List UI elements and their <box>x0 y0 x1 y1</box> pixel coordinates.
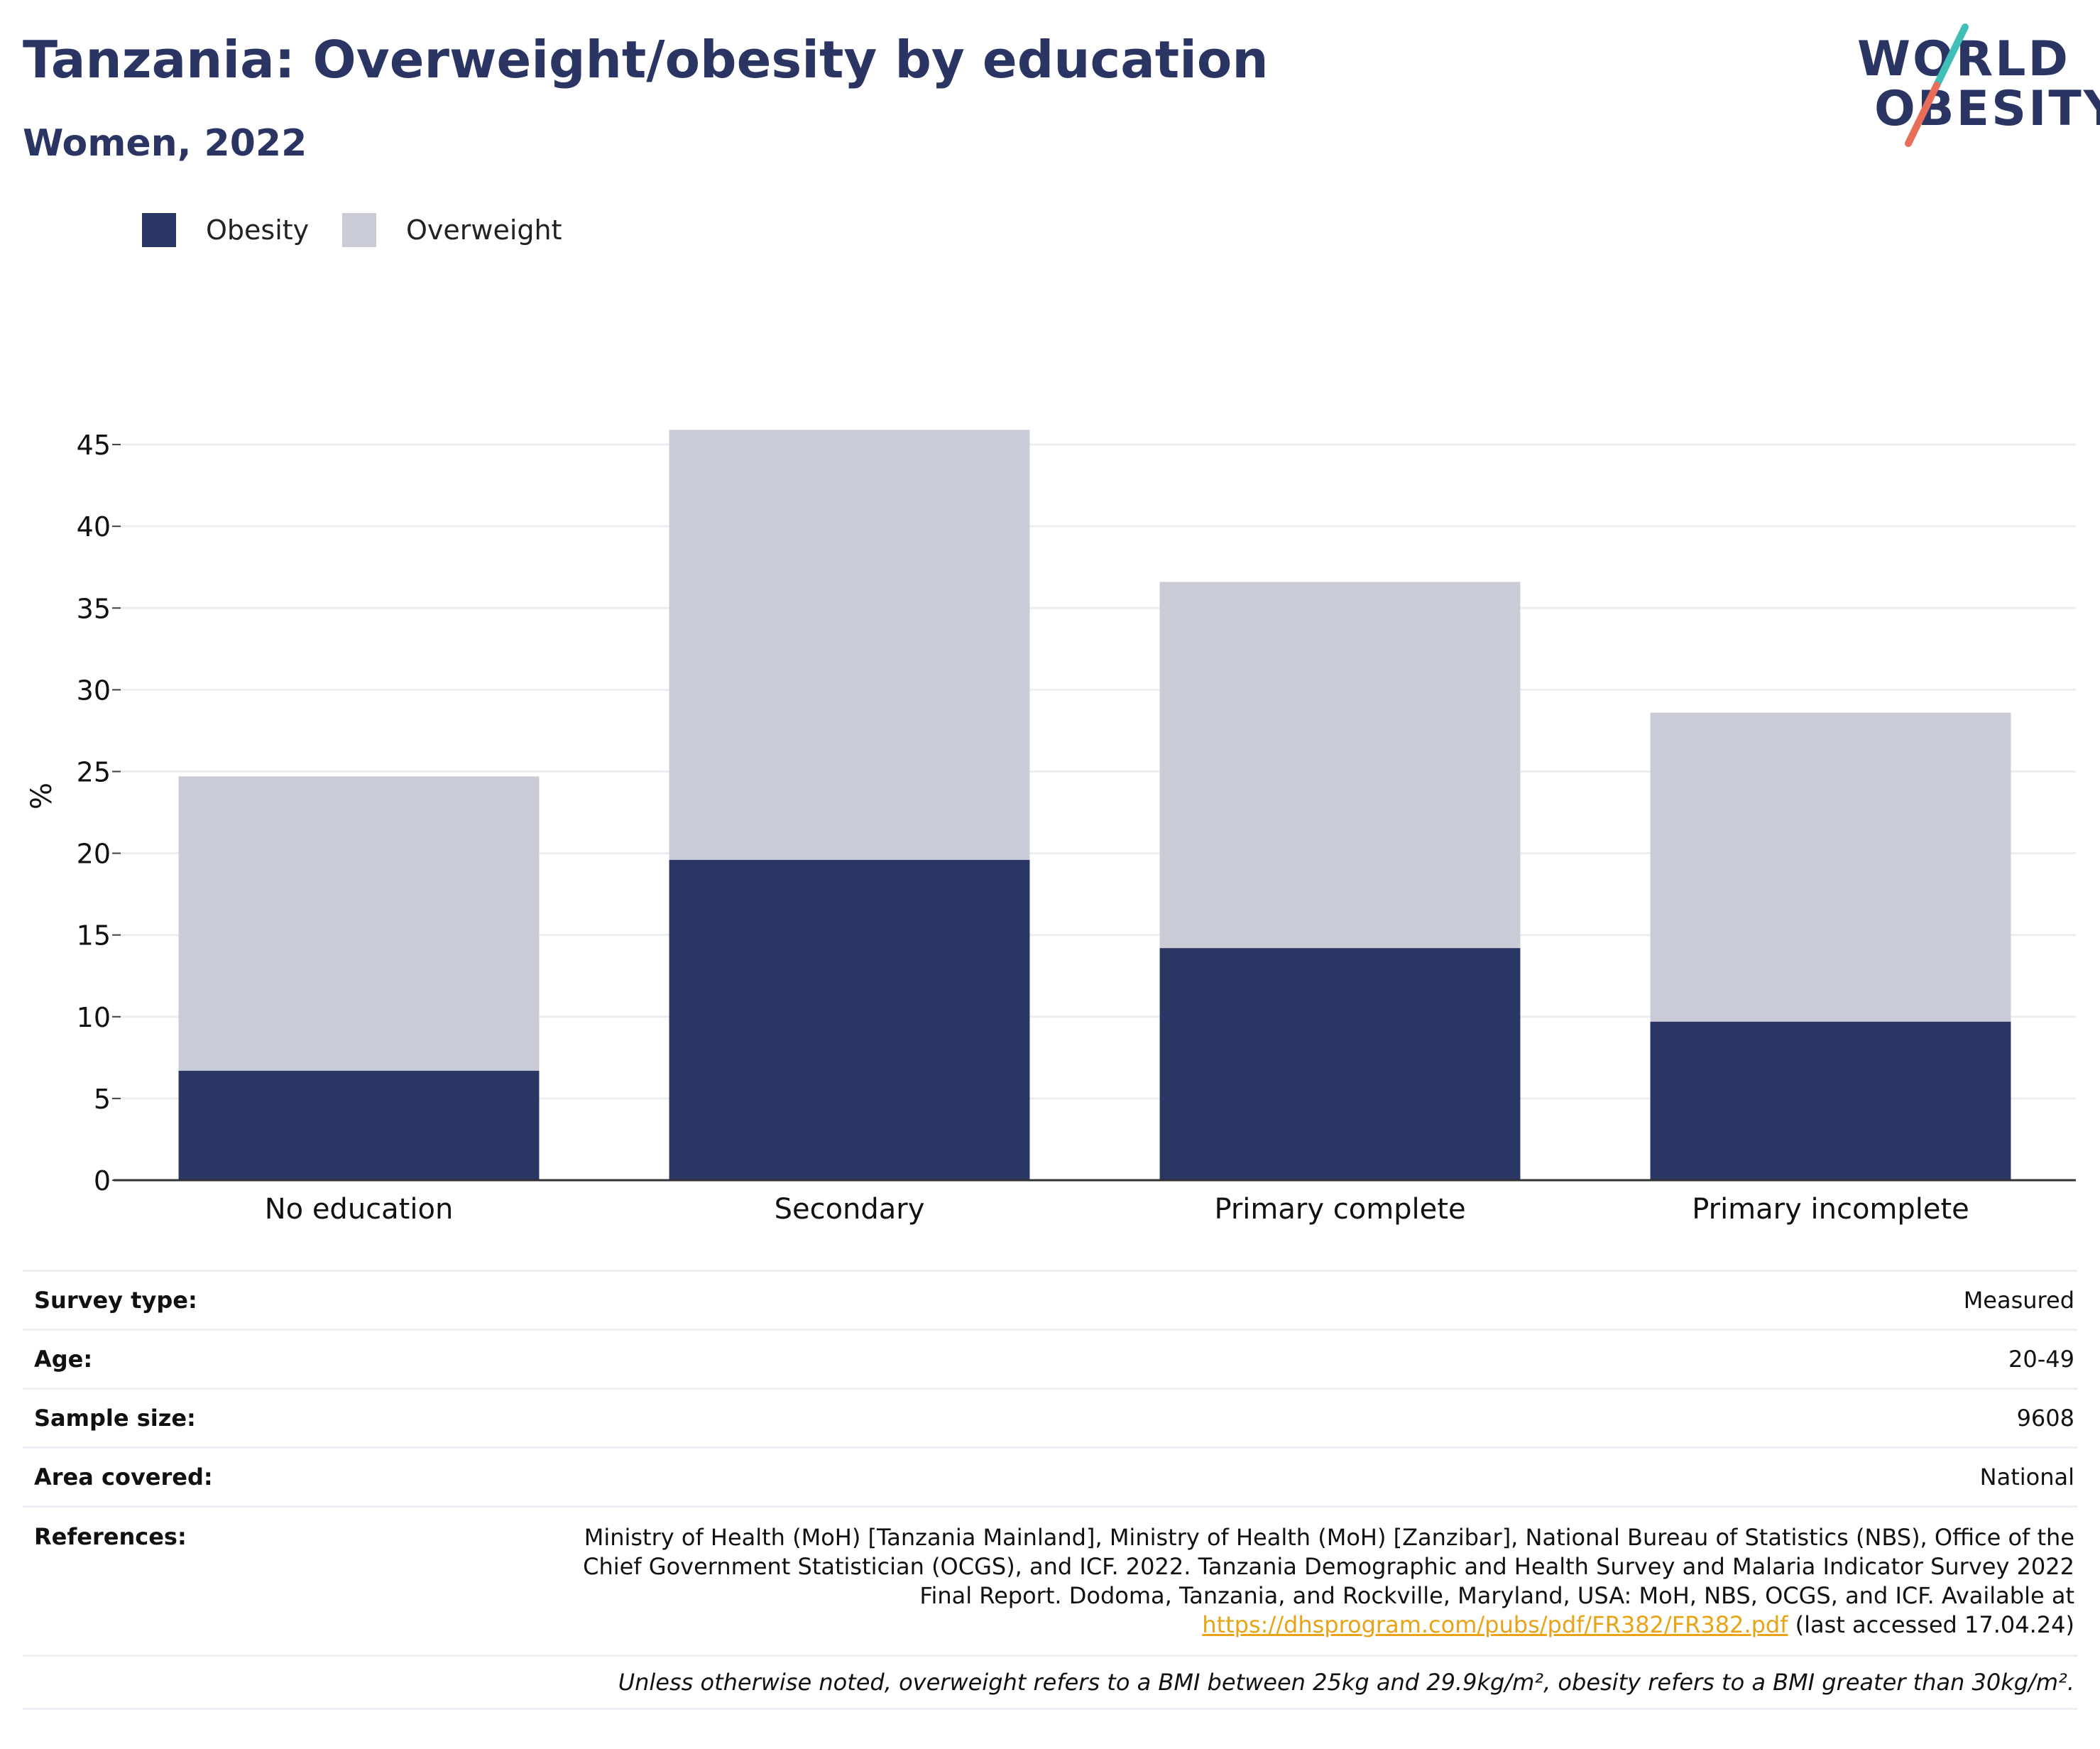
x-tick-label: Secondary <box>775 1193 925 1226</box>
y-tick-label: 25 <box>77 756 111 788</box>
y-tick-label: 45 <box>77 430 111 461</box>
legend-label-overweight: Overweight <box>406 214 562 246</box>
bar-obesity-primary-complete <box>1159 948 1521 1180</box>
info-row-age: Age: 20-49 <box>23 1329 2077 1388</box>
references-accessed: (last accessed 17.04.24) <box>1788 1611 2074 1638</box>
info-row-sample-size: Sample size: 9608 <box>23 1388 2077 1446</box>
logo-line-1: WORLD <box>1857 31 2070 87</box>
sample-size-label: Sample size: <box>34 1405 196 1432</box>
bar-overweight-secondary <box>669 430 1030 860</box>
legend-item-overweight[interactable]: Overweight <box>342 213 562 247</box>
x-tick-label: Primary incomplete <box>1692 1193 1969 1226</box>
x-tick-label: Primary complete <box>1214 1193 1465 1226</box>
survey-type-label: Survey type: <box>34 1287 197 1314</box>
info-row-area-covered: Area covered: National <box>23 1446 2077 1505</box>
bar-obesity-secondary <box>669 859 1030 1180</box>
bmi-definition-note: Unless otherwise noted, overweight refer… <box>618 1669 2074 1696</box>
legend-label-obesity: Obesity <box>206 214 310 246</box>
references-line-3: Final Report. Dodoma, Tanzania, and Rock… <box>919 1582 2074 1609</box>
bar-chart: 0 5 10 15 20 25 30 35 40 45% No education Secondary… <box>26 430 2076 1226</box>
y-tick-label: 5 <box>94 1084 111 1115</box>
survey-info-table: Survey type: Measured Age: 20-49 Sample … <box>23 1270 2077 1710</box>
info-row-references: References: Ministry of Health (MoH) [Ta… <box>23 1505 2077 1655</box>
references-line-2: Chief Government Statistician (OCGS), an… <box>583 1553 2074 1580</box>
y-tick-label: 30 <box>77 675 111 706</box>
y-tick-label: 35 <box>77 593 111 624</box>
y-tick-label: 0 <box>94 1165 111 1197</box>
y-axis-label: % <box>26 783 58 810</box>
references-label: References: <box>34 1523 187 1550</box>
logo-slash-icon <box>1905 23 1969 147</box>
references-link[interactable]: https://dhsprogram.com/pubs/pdf/FR382/FR… <box>1202 1611 1788 1638</box>
bar-overweight-primary-complete <box>1159 582 1521 949</box>
bar-obesity-primary-incomplete <box>1650 1021 2011 1180</box>
chart-subtitle: Women, 2022 <box>23 122 307 165</box>
y-tick-label: 10 <box>77 1002 111 1033</box>
bar-obesity-no-education <box>178 1070 540 1180</box>
references-text: Ministry of Health (MoH) [Tanzania Mainl… <box>477 1523 2077 1640</box>
x-tick-label: No education <box>265 1193 454 1226</box>
info-row-survey-type: Survey type: Measured <box>23 1270 2077 1329</box>
chart-title: Tanzania: Overweight/obesity by educatio… <box>23 30 1269 89</box>
world-obesity-logo: WORLD OBESITY <box>1852 21 2100 149</box>
age-value: 20-49 <box>2008 1346 2074 1373</box>
age-label: Age: <box>34 1346 93 1373</box>
area-covered-value: National <box>1979 1464 2074 1491</box>
bar-overweight-primary-incomplete <box>1650 712 2011 1022</box>
bar-overweight-no-education <box>178 776 540 1071</box>
references-line-1: Ministry of Health (MoH) [Tanzania Mainl… <box>584 1524 2074 1551</box>
references-line-4: https://dhsprogram.com/pubs/pdf/FR382/FR… <box>477 1611 2074 1640</box>
y-tick-label: 15 <box>77 920 111 952</box>
survey-type-value: Measured <box>1963 1287 2074 1314</box>
y-tick-label: 40 <box>77 511 111 543</box>
info-row-note: Unless otherwise noted, overweight refer… <box>23 1655 2077 1710</box>
legend-swatch-obesity <box>142 213 176 247</box>
area-covered-label: Area covered: <box>34 1464 213 1491</box>
legend-item-obesity[interactable]: Obesity <box>142 213 309 247</box>
logo-line-2: OBESITY <box>1874 81 2100 137</box>
y-tick-label: 20 <box>77 839 111 870</box>
legend-swatch-overweight <box>342 213 376 247</box>
sample-size-value: 9608 <box>2016 1405 2074 1432</box>
